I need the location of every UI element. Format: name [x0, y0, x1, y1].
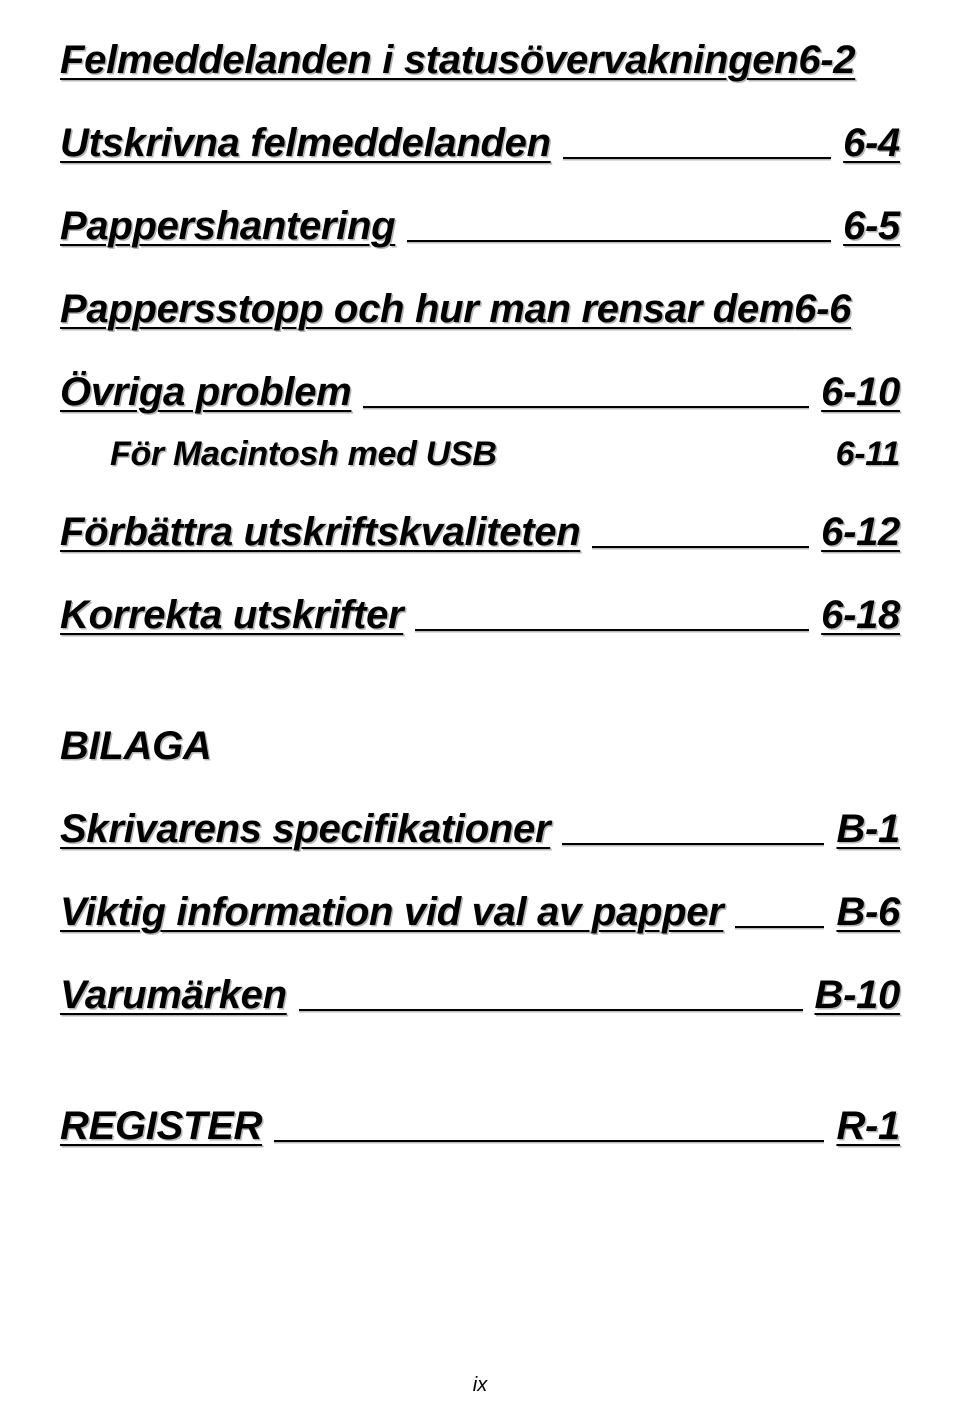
- toc-title-4[interactable]: Pappersstopp och hur man rensar dem6-6: [60, 287, 851, 331]
- toc-title-3[interactable]: Pappershantering: [60, 204, 395, 249]
- toc-page-7[interactable]: 6-18: [821, 593, 900, 638]
- toc-title-1[interactable]: Felmeddelanden i statusövervakningen6-2: [60, 38, 855, 82]
- toc-page-2[interactable]: 6-4: [843, 121, 900, 166]
- leader: [299, 1009, 803, 1011]
- toc-title-5a[interactable]: För Macintosh med USB: [110, 435, 497, 474]
- toc-page-11[interactable]: R-1: [836, 1104, 900, 1149]
- toc-page-6[interactable]: 6-12: [821, 510, 900, 555]
- toc-row-2: Utskrivna felmeddelanden 6-4: [60, 121, 900, 166]
- toc-title-2[interactable]: Utskrivna felmeddelanden: [60, 121, 551, 166]
- toc-title-9[interactable]: Viktig information vid val av papper: [60, 890, 723, 935]
- leader: [407, 240, 831, 242]
- page-footer: ix: [0, 1374, 960, 1397]
- leader: [363, 406, 809, 408]
- toc-title-6[interactable]: Förbättra utskriftskvaliteten: [60, 510, 580, 555]
- toc-page-5[interactable]: 6-10: [821, 370, 900, 415]
- toc-row-4: Pappersstopp och hur man rensar dem6-6: [60, 287, 900, 332]
- toc-row-9: Viktig information vid val av papper B-6: [60, 890, 900, 935]
- section-gap: [60, 676, 900, 724]
- toc-page-9[interactable]: B-6: [836, 890, 900, 935]
- leader: [274, 1140, 824, 1142]
- leader: [735, 926, 824, 928]
- toc-row-5: Övriga problem 6-10: [60, 370, 900, 415]
- toc-row-1: Felmeddelanden i statusövervakningen6-2: [60, 38, 900, 83]
- toc-title-11[interactable]: REGISTER: [60, 1104, 262, 1149]
- bilaga-heading: BILAGA: [60, 724, 900, 769]
- leader: [415, 629, 809, 631]
- leader: [592, 546, 809, 548]
- toc-title-10[interactable]: Varumärken: [60, 973, 287, 1018]
- section-gap: [60, 1056, 900, 1104]
- toc-title-5[interactable]: Övriga problem: [60, 370, 351, 415]
- toc-page-10[interactable]: B-10: [815, 973, 901, 1018]
- toc-page-5a[interactable]: 6-11: [836, 435, 900, 474]
- toc-page-3[interactable]: 6-5: [843, 204, 900, 249]
- leader: [562, 843, 824, 845]
- toc-row-10: Varumärken B-10: [60, 973, 900, 1018]
- leader: [563, 157, 831, 159]
- toc-row-7: Korrekta utskrifter 6-18: [60, 593, 900, 638]
- toc-page-8[interactable]: B-1: [836, 807, 900, 852]
- toc-row-5a: För Macintosh med USB 6-11: [60, 435, 900, 474]
- toc-row-3: Pappershantering 6-5: [60, 204, 900, 249]
- toc-title-7[interactable]: Korrekta utskrifter: [60, 593, 403, 638]
- toc-title-8[interactable]: Skrivarens specifikationer: [60, 807, 550, 852]
- toc-row-8: Skrivarens specifikationer B-1: [60, 807, 900, 852]
- toc-row-11: REGISTER R-1: [60, 1104, 900, 1149]
- toc-row-6: Förbättra utskriftskvaliteten 6-12: [60, 510, 900, 555]
